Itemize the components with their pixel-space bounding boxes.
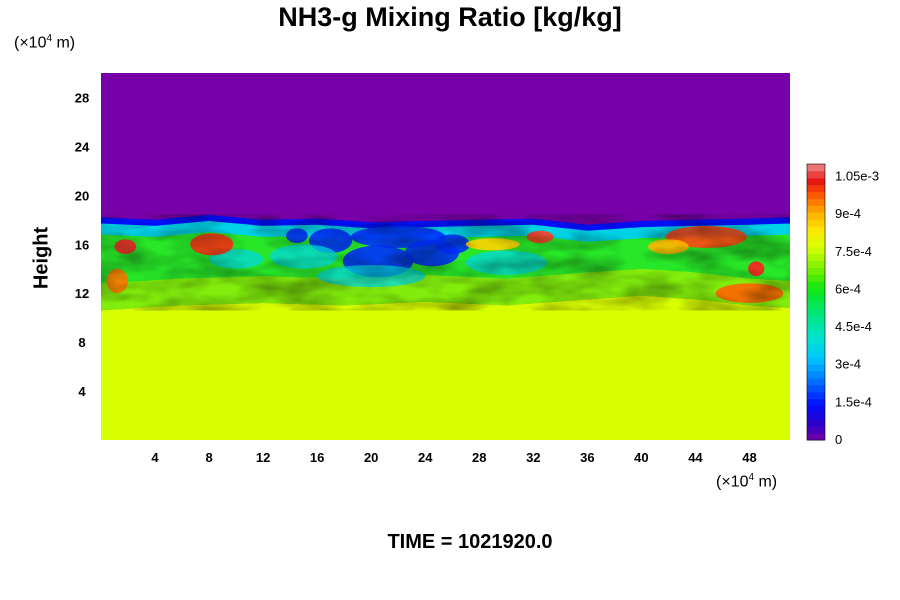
colorbar-swatch: [807, 219, 825, 227]
colorbar-swatch: [807, 246, 825, 255]
x-tick-label: 32: [526, 450, 540, 465]
colorbar-swatch: [807, 205, 825, 213]
colorbar-tick-label: 0: [835, 432, 842, 447]
y-tick-label: 16: [75, 237, 89, 252]
x-tick-label: 16: [310, 450, 324, 465]
colorbar-swatch: [807, 357, 825, 365]
y-tick-label: 4: [78, 384, 86, 399]
colorbar-swatch: [807, 315, 825, 324]
chart-title: NH3-g Mixing Ratio [kg/kg]: [278, 2, 622, 32]
colorbar-swatch: [807, 170, 825, 179]
colorbar-swatch: [807, 322, 825, 331]
colorbar-swatch: [807, 281, 825, 289]
colorbar-swatch: [807, 391, 825, 400]
colorbar-swatch: [807, 371, 825, 379]
colorbar-swatch: [807, 336, 825, 344]
colorbar-swatch: [807, 260, 825, 268]
x-tick-label: 4: [151, 450, 159, 465]
colorbar-swatch: [807, 308, 825, 317]
colorbar-swatch: [807, 267, 825, 275]
colorbar-swatch: [807, 405, 825, 413]
y-axis-unit: (×104 m): [14, 33, 76, 52]
colorbar-swatch: [807, 198, 825, 206]
y-tick-label: 24: [75, 139, 90, 154]
colorbar-swatch: [807, 184, 825, 193]
colorbar-swatch: [807, 343, 825, 351]
y-tick-label: 12: [75, 286, 89, 301]
colorbar-swatch: [807, 419, 825, 427]
colorbar-tick-label: 9e-4: [835, 206, 861, 221]
colorbar-swatch: [807, 433, 825, 441]
x-tick-label: 12: [256, 450, 270, 465]
colorbar-swatch: [807, 233, 825, 241]
x-tick-label: 8: [205, 450, 212, 465]
colorbar-swatch: [807, 177, 825, 186]
colorbar-swatch: [807, 350, 825, 358]
heatmap-field: [101, 73, 790, 440]
colorbar-swatch: [807, 384, 825, 393]
x-tick-label: 48: [742, 450, 756, 465]
colorbar-swatch: [807, 295, 825, 303]
y-tick-label: 20: [75, 188, 89, 203]
colorbar-swatch: [807, 412, 825, 420]
colorbar-tick-label: 1.05e-3: [835, 169, 879, 184]
colorbar-swatch: [807, 274, 825, 282]
colorbar-swatch: [807, 329, 825, 337]
colorbar-swatch: [807, 226, 825, 234]
x-tick-label: 44: [688, 450, 703, 465]
y-tick-label: 28: [75, 90, 89, 105]
x-axis-unit: (×104 m): [716, 472, 778, 491]
colorbar-tick-label: 3e-4: [835, 357, 861, 372]
colorbar-tick-label: 7.5e-4: [835, 244, 872, 259]
colorbar-swatch: [807, 288, 825, 296]
x-tick-label: 24: [418, 450, 433, 465]
colorbar-swatch: [807, 377, 825, 386]
colorbar-swatch: [807, 191, 825, 199]
colorbar-swatch: [807, 302, 825, 310]
colorbar-swatch: [807, 426, 825, 434]
colorbar-swatch: [807, 164, 825, 172]
colorbar: 0 1.5e-4 3e-4 4.5e-4 6e-4 7.5e-4 9e-4 1.05e-3: [806, 163, 879, 447]
colorbar-swatch: [807, 212, 825, 220]
x-tick-label: 20: [364, 450, 378, 465]
colorbar-swatch: [807, 239, 825, 248]
colorbar-swatch: [807, 253, 825, 262]
x-tick-label: 36: [580, 450, 594, 465]
colorbar-swatch: [807, 364, 825, 372]
time-label: TIME = 1021920.0: [387, 531, 553, 553]
y-axis-ticks: 4 8 12 16 20 24 28: [75, 90, 90, 399]
colorbar-tick-label: 6e-4: [835, 281, 861, 296]
colorbar-tick-label: 4.5e-4: [835, 319, 872, 334]
x-axis-ticks: 4 8 12 16 20 24 28 32 36 40 44 48: [151, 450, 756, 465]
x-tick-label: 28: [472, 450, 486, 465]
y-tick-label: 8: [78, 335, 85, 350]
x-tick-label: 40: [634, 450, 648, 465]
colorbar-tick-label: 1.5e-4: [835, 394, 872, 409]
colorbar-swatch: [807, 398, 825, 406]
